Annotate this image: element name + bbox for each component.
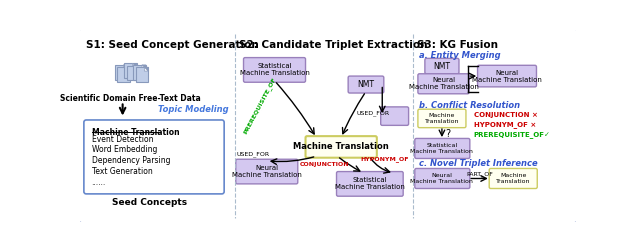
Text: Statistical
Machine Translation: Statistical Machine Translation	[335, 177, 404, 190]
FancyBboxPatch shape	[477, 65, 536, 87]
FancyBboxPatch shape	[124, 63, 136, 78]
Text: S1: Seed Concept Generation: S1: Seed Concept Generation	[86, 40, 259, 50]
FancyBboxPatch shape	[115, 65, 127, 79]
Polygon shape	[125, 67, 129, 71]
Text: NMT: NMT	[433, 62, 451, 70]
FancyBboxPatch shape	[79, 28, 577, 223]
FancyBboxPatch shape	[489, 169, 537, 188]
Polygon shape	[132, 63, 136, 67]
Text: Neural
Machine Translation: Neural Machine Translation	[410, 173, 474, 184]
Text: Event Detection: Event Detection	[92, 135, 153, 144]
Text: b. Conflict Resolution: b. Conflict Resolution	[419, 102, 520, 111]
Polygon shape	[135, 66, 139, 69]
Text: S3: KG Fusion: S3: KG Fusion	[417, 40, 498, 50]
Text: ......: ......	[92, 178, 106, 187]
Text: Machine
Translation: Machine Translation	[425, 113, 459, 124]
Polygon shape	[124, 65, 127, 69]
Text: PART_OF: PART_OF	[467, 172, 493, 178]
Polygon shape	[135, 66, 139, 69]
Text: Neural
Machine Translation: Neural Machine Translation	[232, 165, 301, 178]
Text: Topic Modeling: Topic Modeling	[157, 106, 228, 115]
Text: Neural
Machine Translation: Neural Machine Translation	[408, 77, 479, 90]
Text: c. Novel Triplet Inference: c. Novel Triplet Inference	[419, 159, 538, 168]
Polygon shape	[125, 67, 129, 71]
FancyBboxPatch shape	[134, 65, 146, 79]
FancyBboxPatch shape	[418, 109, 466, 128]
Text: a. Entity Merging: a. Entity Merging	[419, 51, 500, 60]
FancyBboxPatch shape	[117, 67, 129, 82]
FancyBboxPatch shape	[348, 76, 384, 93]
FancyBboxPatch shape	[337, 172, 403, 196]
FancyBboxPatch shape	[415, 169, 470, 188]
Text: Neural
Machine Translation: Neural Machine Translation	[472, 69, 542, 83]
FancyBboxPatch shape	[418, 74, 469, 94]
FancyBboxPatch shape	[425, 58, 459, 74]
Polygon shape	[142, 65, 146, 69]
FancyBboxPatch shape	[381, 107, 408, 125]
Text: HYPONYM_OF: HYPONYM_OF	[360, 156, 409, 162]
Text: CONJUNCTION: CONJUNCTION	[300, 162, 349, 167]
Text: Statistical
Machine Translation: Statistical Machine Translation	[410, 143, 474, 154]
FancyBboxPatch shape	[236, 159, 298, 184]
Text: Text Generation: Text Generation	[92, 167, 152, 176]
Text: Word Embedding: Word Embedding	[92, 145, 157, 154]
FancyBboxPatch shape	[244, 58, 305, 82]
Text: CONJUNCTION ×: CONJUNCTION ×	[474, 112, 538, 118]
Polygon shape	[142, 65, 146, 69]
Text: USED_FOR: USED_FOR	[236, 152, 269, 157]
Text: S2: Candidate Triplet Extraction: S2: Candidate Triplet Extraction	[239, 40, 428, 50]
Polygon shape	[145, 67, 148, 71]
Text: USED_FOR: USED_FOR	[356, 110, 390, 116]
FancyBboxPatch shape	[84, 120, 224, 194]
Text: PREREQUISITE_OF✓: PREREQUISITE_OF✓	[474, 131, 550, 138]
Text: Dependency Parsing: Dependency Parsing	[92, 156, 170, 165]
FancyBboxPatch shape	[136, 67, 148, 82]
Polygon shape	[145, 67, 148, 71]
Text: Machine Translation: Machine Translation	[92, 128, 179, 137]
FancyBboxPatch shape	[415, 138, 470, 158]
Text: Statistical
Machine Translation: Statistical Machine Translation	[239, 63, 310, 76]
Text: ?: ?	[445, 129, 450, 139]
Text: Machine
Translation: Machine Translation	[496, 173, 531, 184]
FancyBboxPatch shape	[305, 136, 377, 158]
Text: Scientific Domain Free-Text Data: Scientific Domain Free-Text Data	[60, 94, 201, 103]
Text: PREREQUISITE_OF: PREREQUISITE_OF	[243, 76, 277, 135]
FancyBboxPatch shape	[127, 66, 139, 80]
Text: Machine Translation: Machine Translation	[293, 142, 389, 151]
Polygon shape	[132, 63, 136, 67]
Text: HYPONYM_OF ×: HYPONYM_OF ×	[474, 122, 536, 128]
Text: NMT: NMT	[358, 80, 374, 89]
Polygon shape	[124, 65, 127, 69]
Text: Seed Concepts: Seed Concepts	[112, 198, 188, 207]
